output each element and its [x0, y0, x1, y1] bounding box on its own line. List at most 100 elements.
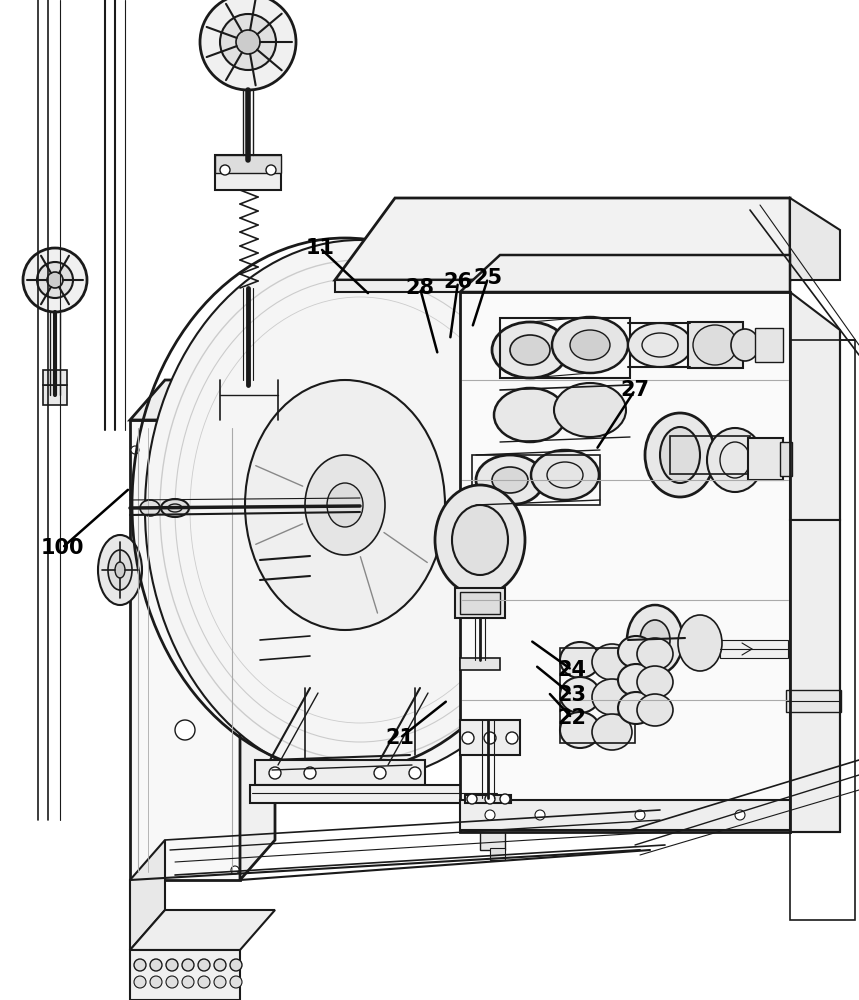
- Circle shape: [484, 732, 496, 744]
- Circle shape: [735, 810, 745, 820]
- Bar: [220, 380, 278, 420]
- Bar: [460, 592, 500, 614]
- Circle shape: [265, 407, 275, 417]
- Bar: [560, 648, 635, 743]
- Ellipse shape: [47, 272, 63, 288]
- Ellipse shape: [552, 317, 628, 373]
- Bar: [670, 436, 750, 474]
- Circle shape: [266, 165, 276, 175]
- Ellipse shape: [140, 500, 160, 516]
- Ellipse shape: [592, 714, 632, 750]
- Ellipse shape: [238, 388, 262, 412]
- Ellipse shape: [510, 335, 550, 365]
- Text: 21: 21: [386, 728, 415, 748]
- Polygon shape: [460, 255, 790, 292]
- Circle shape: [214, 976, 226, 988]
- Bar: [786, 690, 841, 712]
- Ellipse shape: [294, 557, 326, 577]
- Circle shape: [230, 976, 242, 988]
- Ellipse shape: [115, 562, 125, 578]
- Circle shape: [535, 810, 545, 820]
- Ellipse shape: [618, 692, 654, 724]
- Circle shape: [635, 810, 645, 820]
- Ellipse shape: [554, 383, 626, 437]
- Bar: [43, 385, 67, 405]
- Ellipse shape: [678, 615, 722, 671]
- Text: 100: 100: [40, 538, 83, 558]
- Text: 22: 22: [557, 708, 587, 728]
- Ellipse shape: [660, 427, 700, 483]
- Bar: [472, 455, 600, 505]
- Bar: [250, 785, 500, 803]
- Bar: [465, 795, 511, 803]
- Ellipse shape: [98, 535, 142, 605]
- Circle shape: [230, 959, 242, 971]
- Ellipse shape: [637, 694, 673, 726]
- Polygon shape: [130, 380, 275, 420]
- Circle shape: [231, 866, 239, 874]
- Circle shape: [265, 383, 275, 393]
- Ellipse shape: [294, 637, 326, 657]
- Circle shape: [134, 959, 146, 971]
- Ellipse shape: [37, 262, 73, 298]
- Ellipse shape: [305, 455, 385, 555]
- Text: 28: 28: [405, 278, 435, 298]
- Circle shape: [374, 767, 386, 779]
- Ellipse shape: [327, 483, 363, 527]
- Ellipse shape: [637, 638, 673, 670]
- Bar: [790, 340, 855, 920]
- Ellipse shape: [707, 428, 763, 492]
- Ellipse shape: [452, 505, 508, 575]
- Circle shape: [134, 976, 146, 988]
- Ellipse shape: [628, 323, 692, 367]
- Bar: [215, 155, 281, 190]
- Text: 27: 27: [620, 380, 649, 400]
- Polygon shape: [130, 910, 275, 950]
- Circle shape: [223, 407, 233, 417]
- Bar: [720, 640, 788, 658]
- Bar: [335, 280, 790, 292]
- Ellipse shape: [531, 450, 599, 500]
- Ellipse shape: [731, 329, 759, 361]
- Ellipse shape: [236, 30, 260, 54]
- Circle shape: [462, 732, 474, 744]
- Ellipse shape: [560, 712, 600, 748]
- Ellipse shape: [200, 0, 296, 90]
- Bar: [255, 760, 425, 785]
- Bar: [43, 370, 67, 385]
- Ellipse shape: [435, 485, 525, 595]
- Circle shape: [485, 810, 495, 820]
- Polygon shape: [240, 380, 275, 880]
- Polygon shape: [130, 420, 240, 880]
- Circle shape: [175, 720, 195, 740]
- Text: 25: 25: [473, 268, 503, 288]
- Ellipse shape: [476, 455, 544, 505]
- Circle shape: [150, 959, 162, 971]
- Ellipse shape: [637, 666, 673, 698]
- Ellipse shape: [693, 325, 737, 365]
- Circle shape: [220, 165, 230, 175]
- Polygon shape: [790, 198, 840, 280]
- Circle shape: [231, 446, 239, 454]
- Ellipse shape: [570, 330, 610, 360]
- Bar: [460, 720, 520, 755]
- Polygon shape: [790, 520, 840, 832]
- Ellipse shape: [618, 636, 654, 668]
- Ellipse shape: [244, 640, 276, 660]
- Ellipse shape: [640, 620, 670, 660]
- Circle shape: [182, 959, 194, 971]
- Circle shape: [223, 383, 233, 393]
- Ellipse shape: [560, 677, 600, 713]
- Text: 11: 11: [306, 238, 334, 258]
- Text: 24: 24: [557, 660, 587, 680]
- Bar: [130, 950, 240, 1000]
- Text: 26: 26: [443, 272, 472, 292]
- Ellipse shape: [645, 413, 715, 497]
- Circle shape: [500, 794, 510, 804]
- Circle shape: [175, 580, 195, 600]
- Bar: [755, 328, 783, 362]
- Bar: [688, 322, 743, 368]
- Bar: [455, 588, 505, 618]
- Polygon shape: [790, 292, 840, 520]
- Circle shape: [506, 732, 518, 744]
